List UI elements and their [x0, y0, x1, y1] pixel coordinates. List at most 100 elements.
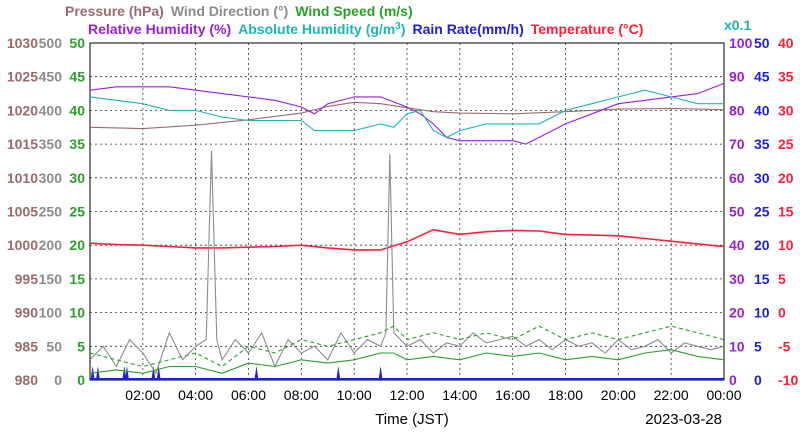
- wind-direction-tick-label: 200: [39, 237, 63, 253]
- legend-entry: Wind Speed (m/s): [295, 3, 412, 19]
- wind-direction-tick-label: 50: [46, 338, 62, 354]
- pressure-tick-label: 1015: [7, 136, 38, 152]
- pressure-tick-label: 995: [15, 271, 39, 287]
- rain-rate-tick-label: 30: [754, 170, 770, 186]
- rain-rate-tick-label: 10: [754, 305, 770, 321]
- wind-direction-tick-label: 350: [39, 136, 63, 152]
- wind-speed-tick-label: 10: [69, 305, 85, 321]
- relative-humidity-tick-label: 0: [729, 372, 737, 388]
- pressure-tick-label: 980: [15, 372, 39, 388]
- pressure-tick-label: 990: [15, 305, 39, 321]
- series-line-relative-humidity: [89, 82, 725, 145]
- wind-direction-tick-label: 500: [39, 35, 63, 51]
- pressure-tick-label: 1005: [7, 204, 38, 220]
- relative-humidity-tick-label: 80: [729, 102, 745, 118]
- x-tick-label: 06:00: [231, 387, 266, 403]
- rain-rate-bar: [95, 366, 100, 380]
- relative-humidity-tick-label: 20: [729, 305, 745, 321]
- wind-speed-tick-label: 45: [69, 69, 85, 85]
- pressure-tick-label: 1030: [7, 35, 38, 51]
- rain-rate-tick-label: 15: [754, 271, 770, 287]
- pressure-tick-label: 985: [15, 338, 39, 354]
- wind-direction-tick-label: 300: [39, 170, 63, 186]
- x-tick-label: 18:00: [548, 387, 583, 403]
- x-tick-label: 22:00: [654, 387, 689, 403]
- rain-rate-bar: [254, 366, 259, 380]
- series-line-wind-speed-m-s: [89, 325, 725, 368]
- legend-entry: Wind Direction (°): [171, 3, 288, 19]
- wind-speed-tick-label: 40: [69, 102, 85, 118]
- temperature-tick-label: 25: [778, 136, 794, 152]
- x-tick-label: 02:00: [125, 387, 160, 403]
- pressure-tick-label: 1010: [7, 170, 38, 186]
- wind-direction-tick-label: 0: [54, 372, 62, 388]
- temperature-tick-label: 35: [778, 69, 794, 85]
- scale-factor-label: x0.1: [724, 17, 751, 33]
- x-tick-label: 00:00: [706, 387, 741, 403]
- temperature-tick-label: 30: [778, 102, 794, 118]
- rain-rate-tick-label: 40: [754, 102, 770, 118]
- temperature-tick-label: 40: [778, 35, 794, 51]
- wind-speed-tick-label: 30: [69, 170, 85, 186]
- rain-rate-tick-label: 20: [754, 237, 770, 253]
- x-axis-label: Time (JST): [375, 411, 449, 428]
- temperature-tick-label: 20: [778, 170, 794, 186]
- wind-direction-tick-label: 250: [39, 204, 63, 220]
- series-line-wind-direction: [89, 150, 725, 375]
- rain-rate-bar: [156, 366, 161, 380]
- legend-entry: Rain Rate(mm/h): [413, 21, 524, 37]
- x-tick-label: 12:00: [389, 387, 424, 403]
- temperature-tick-label: 5: [778, 271, 786, 287]
- temperature-tick-label: 10: [778, 237, 794, 253]
- rain-rate-bar: [378, 366, 383, 380]
- relative-humidity-tick-label: 100: [729, 35, 753, 51]
- rain-rate-tick-label: 25: [754, 204, 770, 220]
- wind-speed-tick-label: 35: [69, 136, 85, 152]
- relative-humidity-tick-label: 90: [729, 69, 745, 85]
- relative-humidity-tick-label: 50: [729, 204, 745, 220]
- chart-header: Pressure (hPa) Wind Direction (°) Wind Spe…: [65, 3, 751, 37]
- relative-humidity-tick-label: 40: [729, 237, 745, 253]
- temperature-tick-label: -5: [778, 338, 791, 354]
- wind-speed-tick-label: 50: [69, 35, 85, 51]
- series-line-temperature-c: [89, 228, 725, 251]
- relative-humidity-tick-label: 30: [729, 271, 745, 287]
- x-tick-label: 10:00: [337, 387, 372, 403]
- x-tick-label: 16:00: [495, 387, 530, 403]
- wind-speed-tick-label: 0: [77, 372, 85, 388]
- wind-speed-tick-label: 5: [77, 338, 85, 354]
- x-tick-label: 20:00: [601, 387, 636, 403]
- legend-entry: Absolute Humidity (g/m3): [238, 21, 405, 37]
- series-line-wind-speed-max-m-s: [89, 349, 725, 374]
- wind-speed-tick-label: 25: [69, 204, 85, 220]
- temperature-tick-label: -10: [778, 372, 798, 388]
- date-label: 2023-03-28: [645, 411, 722, 428]
- wind-direction-tick-label: 400: [39, 102, 63, 118]
- series-line-pressure-hpa: [89, 101, 725, 130]
- rain-rate-tick-label: 5: [754, 338, 762, 354]
- wind-direction-tick-label: 450: [39, 69, 63, 85]
- rain-rate-tick-label: 35: [754, 136, 770, 152]
- temperature-tick-label: 15: [778, 204, 794, 220]
- wind-speed-tick-label: 20: [69, 237, 85, 253]
- pressure-tick-label: 1025: [7, 69, 38, 85]
- rain-rate-bar: [122, 366, 127, 380]
- pressure-tick-label: 1000: [7, 237, 38, 253]
- legend-entry: Relative Humidity (%): [88, 21, 231, 37]
- relative-humidity-tick-label: 70: [729, 136, 745, 152]
- axes-layer: 9809859909951000100510101015102010251030…: [7, 35, 799, 403]
- wind-direction-tick-label: 150: [39, 271, 63, 287]
- relative-humidity-tick-label: 10: [729, 338, 745, 354]
- rain-rate-tick-label: 45: [754, 69, 770, 85]
- relative-humidity-tick-label: 60: [729, 170, 745, 186]
- rain-rate-bar: [336, 366, 341, 380]
- x-tick-label: 04:00: [178, 387, 213, 403]
- wind-speed-tick-label: 15: [69, 271, 85, 287]
- pressure-tick-label: 1020: [7, 102, 38, 118]
- temperature-tick-label: 0: [778, 305, 786, 321]
- x-tick-label: 08:00: [284, 387, 319, 403]
- legend-entry: Pressure (hPa): [65, 3, 164, 19]
- rain-rate-tick-label: 50: [754, 35, 770, 51]
- rain-rate-tick-label: 0: [754, 372, 762, 388]
